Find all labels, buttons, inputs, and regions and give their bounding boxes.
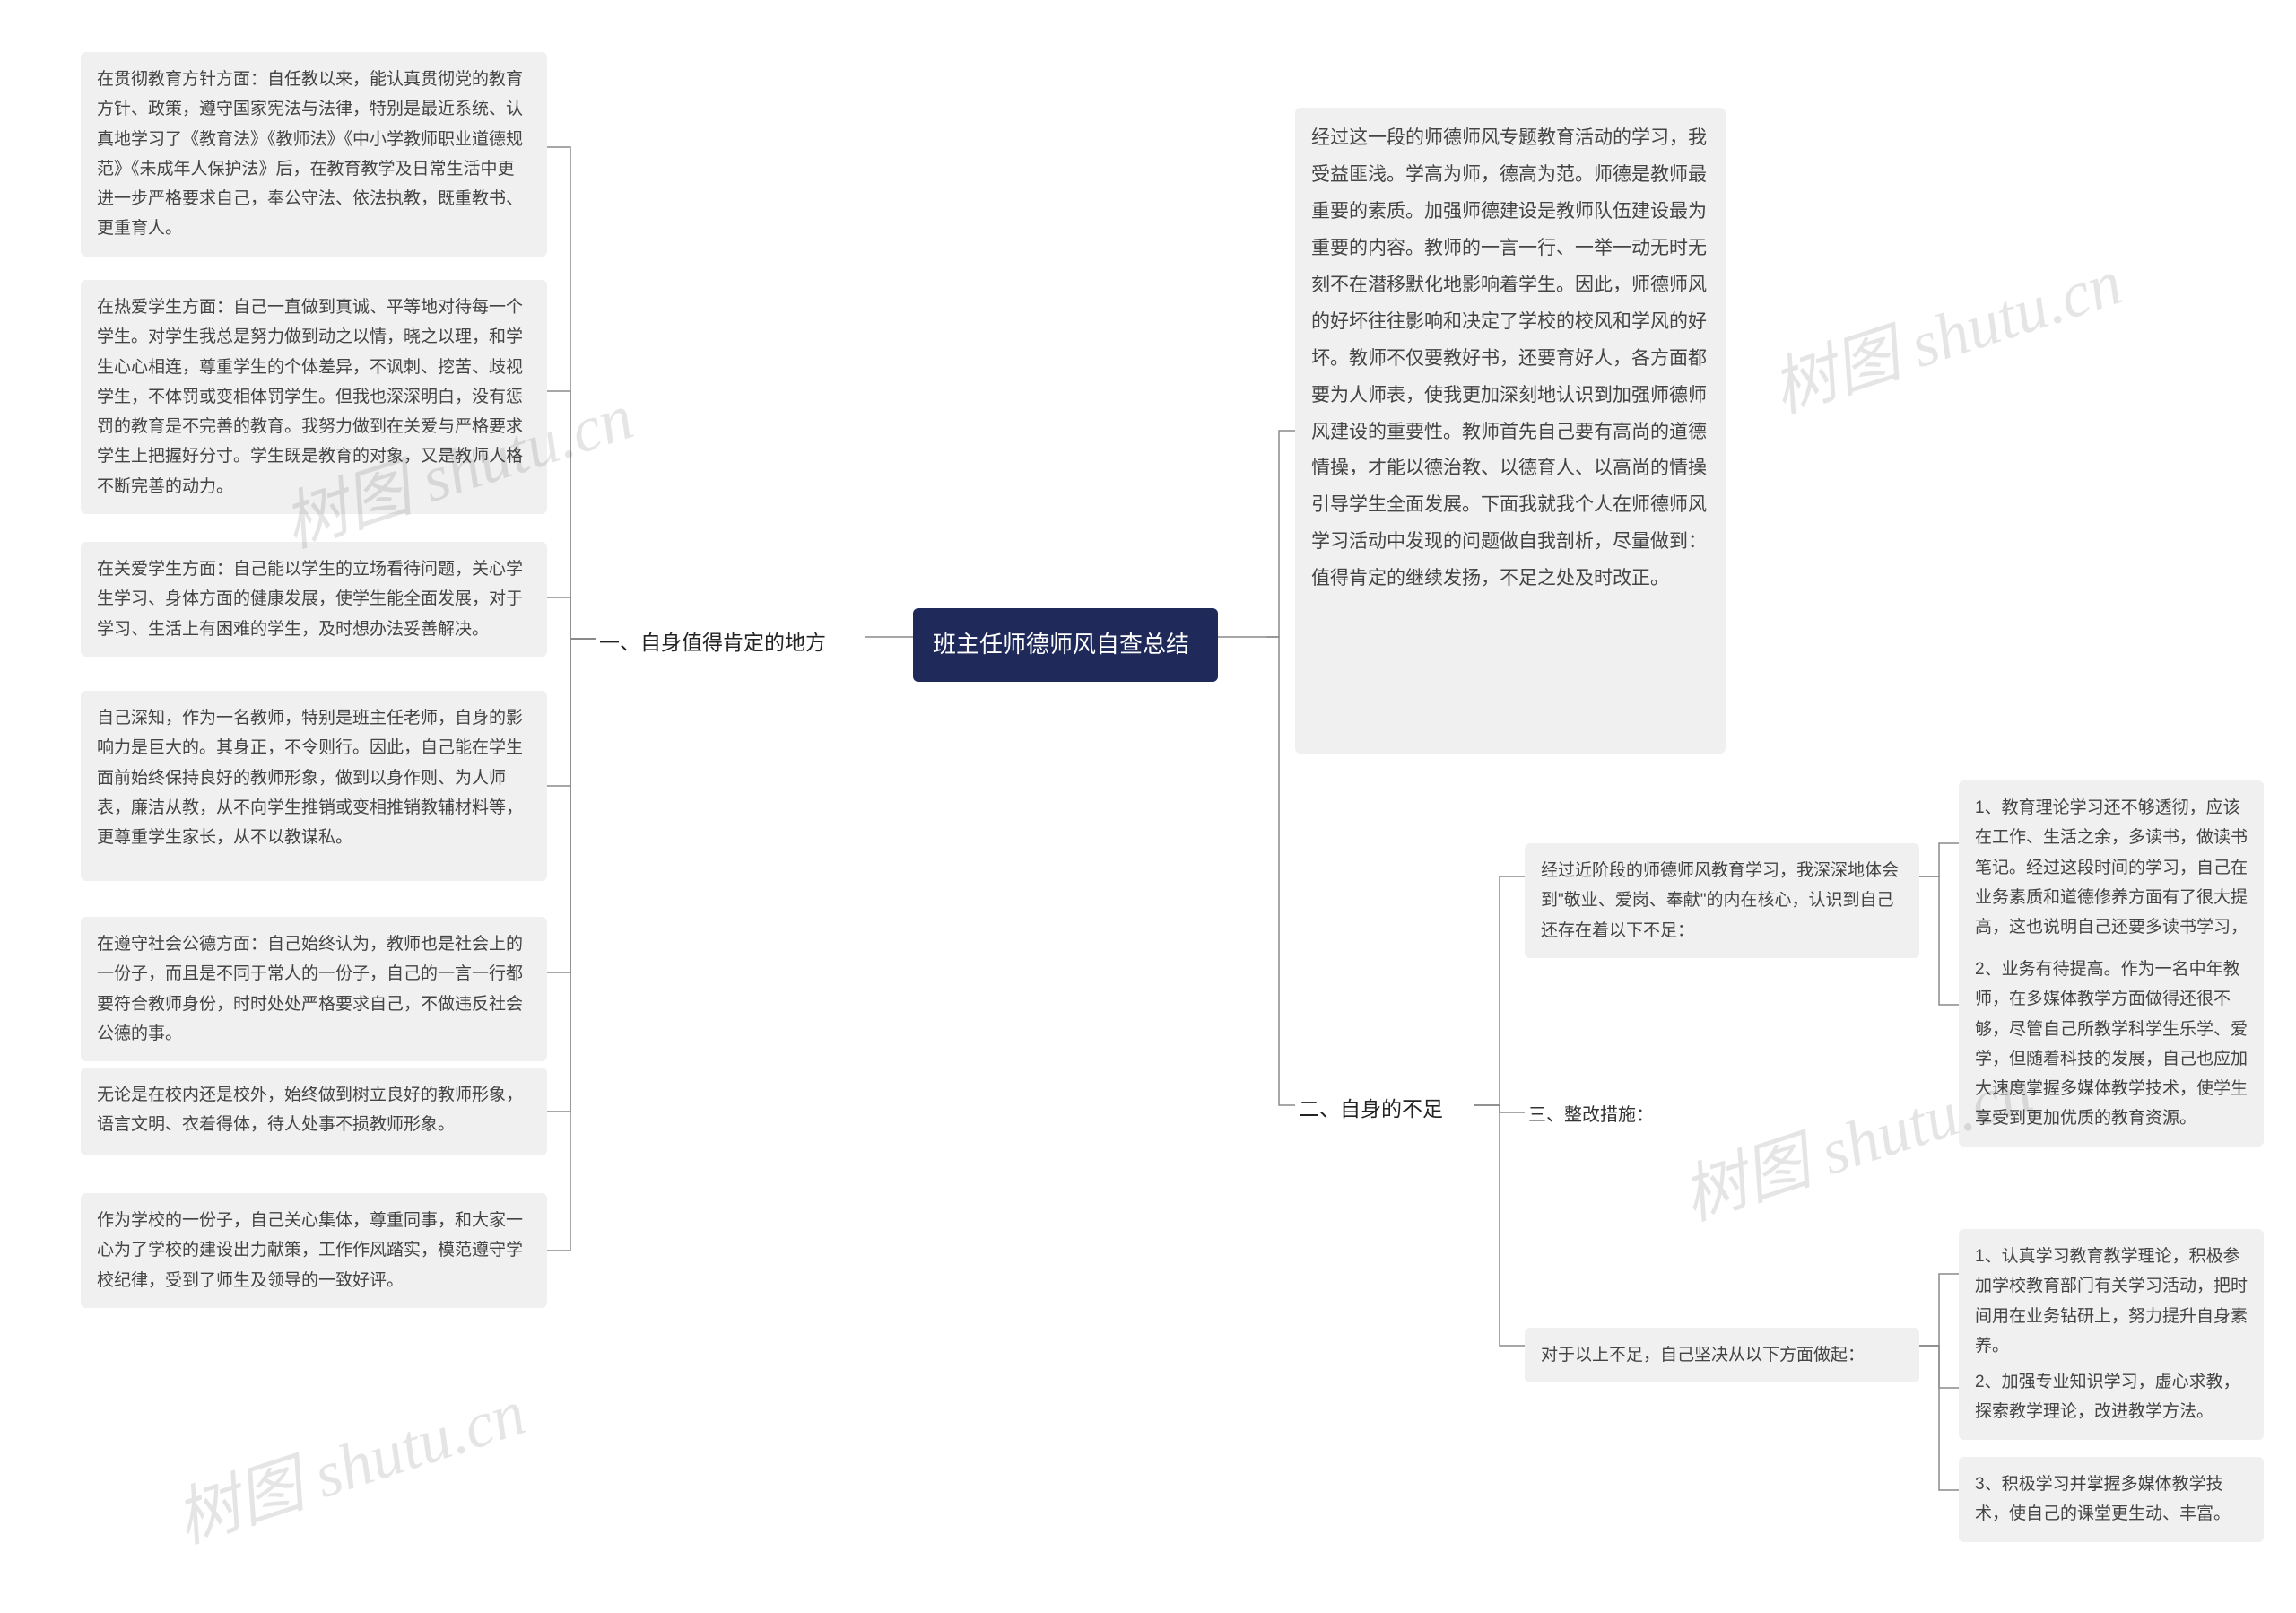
leaf-strength-1[interactable]: 在热爱学生方面：自己一直做到真诚、平等地对待每一个学生。对学生我总是努力做到动之…	[81, 280, 547, 514]
mindmap-canvas: 班主任师德师风自查总结 一、自身值得肯定的地方 在贯彻教育方针方面：自任教以来，…	[0, 0, 2296, 1613]
leaf-resolution-0[interactable]: 1、认真学习教育教学理论，积极参加学校教育部门有关学习活动，把时间用在业务钻研上…	[1959, 1229, 2264, 1373]
leaf-strength-2[interactable]: 在关爱学生方面：自己能以学生的立场看待问题，关心学生学习、身体方面的健康发展，使…	[81, 542, 547, 657]
leaf-weakness-1[interactable]: 2、业务有待提高。作为一名中年教师，在多媒体教学方面做得还很不够，尽管自己所教学…	[1959, 942, 2264, 1147]
leaf-resolution-1[interactable]: 2、加强专业知识学习，虚心求教，探索教学理论，改进教学方法。	[1959, 1355, 2264, 1440]
intro-paragraph[interactable]: 经过这一段的师德师风专题教育活动的学习，我受益匪浅。学高为师，德高为范。师德是教…	[1295, 108, 1726, 754]
leaf-strength-4[interactable]: 在遵守社会公德方面：自己始终认为，教师也是社会上的一份子，而且是不同于常人的一份…	[81, 917, 547, 1061]
leaf-strength-0[interactable]: 在贯彻教育方针方面：自任教以来，能认真贯彻党的教育方针、政策，遵守国家宪法与法律…	[81, 52, 547, 257]
sub-weakness-intro[interactable]: 经过近阶段的师德师风教育学习，我深深地体会到"敬业、爱岗、奉献"的内在核心，认识…	[1525, 843, 1919, 958]
leaf-strength-3[interactable]: 自己深知，作为一名教师，特别是班主任老师，自身的影响力是巨大的。其身正，不令则行…	[81, 691, 547, 881]
sub-measures-heading[interactable]: 三、整改措施：	[1525, 1094, 1657, 1137]
leaf-strength-5[interactable]: 无论是在校内还是校外，始终做到树立良好的教师形象，语言文明、衣着得体，待人处事不…	[81, 1068, 547, 1155]
leaf-resolution-2[interactable]: 3、积极学习并掌握多媒体教学技术，使自己的课堂更生动、丰富。	[1959, 1457, 2264, 1542]
branch-self-weaknesses[interactable]: 二、自身的不足	[1295, 1086, 1447, 1132]
watermark: 树图 shutu.cn	[161, 1359, 535, 1561]
root-node[interactable]: 班主任师德师风自查总结	[913, 608, 1218, 682]
sub-resolution-intro[interactable]: 对于以上不足，自己坚决从以下方面做起：	[1525, 1328, 1919, 1382]
watermark: 树图 shutu.cn	[1758, 229, 2132, 431]
leaf-strength-6[interactable]: 作为学校的一份子，自己关心集体，尊重同事，和大家一心为了学校的建设出力献策，工作…	[81, 1193, 547, 1308]
branch-self-strengths[interactable]: 一、自身值得肯定的地方	[596, 619, 830, 666]
